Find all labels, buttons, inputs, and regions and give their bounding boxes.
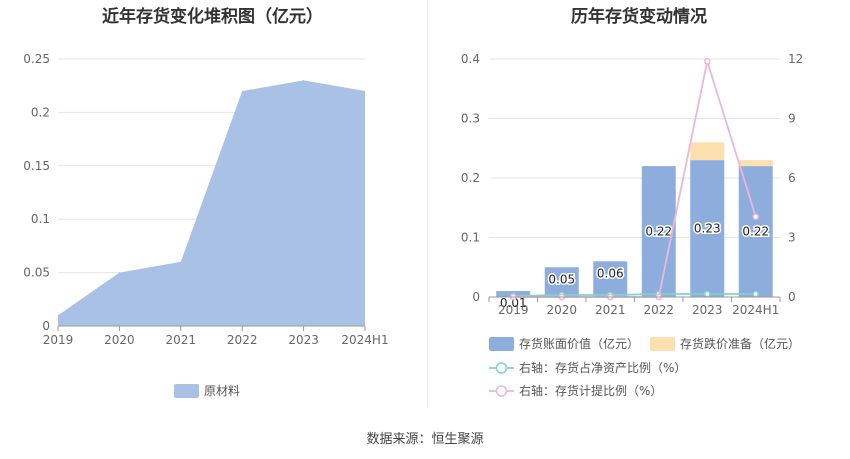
right-legend-label-asset-ratio: 右轴：存货占净资产比例（%） xyxy=(519,360,686,375)
left-chart-title: 近年存货变化堆积图（亿元） xyxy=(102,7,323,27)
right-legend-label-book: 存货账面价值（亿元） xyxy=(519,336,639,351)
right-left-y-tick-label: 0.1 xyxy=(461,231,480,245)
right-x-tick-label: 2024H1 xyxy=(732,303,779,317)
right-line-asset-ratio xyxy=(513,293,756,297)
right-x-tick-label: 2020 xyxy=(546,303,577,317)
right-bar-data-label: 0.06 xyxy=(597,266,624,280)
left-x-tick-label: 2021 xyxy=(166,333,197,347)
right-point-provision-ratio xyxy=(752,213,760,221)
left-area-point xyxy=(241,90,243,92)
right-point-asset-ratio xyxy=(703,290,711,298)
right-x-tick-label: 2022 xyxy=(643,303,674,317)
left-x-tick-label: 2024H1 xyxy=(341,333,388,347)
right-right-y-tick-label: 0 xyxy=(788,290,796,304)
left-area-point xyxy=(57,314,59,316)
right-right-y-tick-label: 12 xyxy=(788,52,803,66)
right-left-y-tick-label: 0 xyxy=(472,290,480,304)
left-area-point xyxy=(303,79,305,81)
left-area-point xyxy=(180,261,182,263)
right-right-y-tick-label: 6 xyxy=(788,171,796,185)
right-right-y-tick-label: 3 xyxy=(788,231,796,245)
left-x-tick-label: 2019 xyxy=(43,333,74,347)
right-left-y-tick-label: 0.3 xyxy=(461,112,480,126)
right-bar-book-value xyxy=(593,261,628,297)
right-bar-data-label: 0.01 xyxy=(500,296,527,310)
right-x-tick-label: 2019 xyxy=(498,303,529,317)
left-y-tick-label: 0.2 xyxy=(31,105,50,119)
right-bar-data-label: 0.22 xyxy=(645,225,672,239)
right-bar-data-label: 0.05 xyxy=(548,272,575,286)
left-y-tick-label: 0.05 xyxy=(23,266,50,280)
left-legend-swatch xyxy=(174,384,199,398)
right-legend-swatch-provision xyxy=(650,337,675,351)
right-x-tick-label: 2021 xyxy=(595,303,626,317)
right-legend-label-provision-ratio: 右轴：存货计提比例（%） xyxy=(519,383,662,398)
left-x-tick-label: 2020 xyxy=(104,333,135,347)
right-legend-label-provision: 存货跌价准备（亿元） xyxy=(680,336,800,351)
right-legend-marker-asset-ratio xyxy=(495,362,508,374)
left-area-point xyxy=(364,90,366,92)
right-bar-provision xyxy=(690,142,725,161)
left-x-tick-label: 2023 xyxy=(288,333,319,347)
left-legend-label: 原材料 xyxy=(204,384,240,398)
left-x-tick-label: 2022 xyxy=(227,333,258,347)
right-bar-provision xyxy=(738,160,773,167)
left-y-tick-label: 0.15 xyxy=(23,159,50,173)
right-left-y-tick-label: 0.2 xyxy=(461,171,480,185)
data-source: 数据来源：恒生聚源 xyxy=(366,432,484,447)
right-bar-data-label: 0.23 xyxy=(694,222,721,236)
right-bar-data-label: 0.22 xyxy=(742,225,769,239)
right-legend-swatch-book xyxy=(489,337,514,351)
right-bar-book-value xyxy=(690,160,725,297)
left-y-tick-label: 0.1 xyxy=(31,212,50,226)
left-y-tick-label: 0 xyxy=(42,319,50,333)
right-bar-book-value xyxy=(641,166,676,297)
right-x-tick-label: 2023 xyxy=(692,303,723,317)
left-y-tick-label: 0.25 xyxy=(23,52,50,66)
right-right-y-tick-label: 9 xyxy=(788,112,796,126)
left-area-point xyxy=(118,272,120,274)
right-point-provision-ratio xyxy=(703,58,711,65)
left-area-series xyxy=(58,80,365,326)
right-bar-book-value xyxy=(738,166,773,297)
right-left-y-tick-label: 0.4 xyxy=(461,52,480,66)
panel-divider xyxy=(427,0,428,408)
right-chart-title: 历年存货变动情况 xyxy=(571,7,707,27)
right-point-asset-ratio xyxy=(752,290,760,298)
right-legend-marker-provision-ratio xyxy=(495,385,508,397)
